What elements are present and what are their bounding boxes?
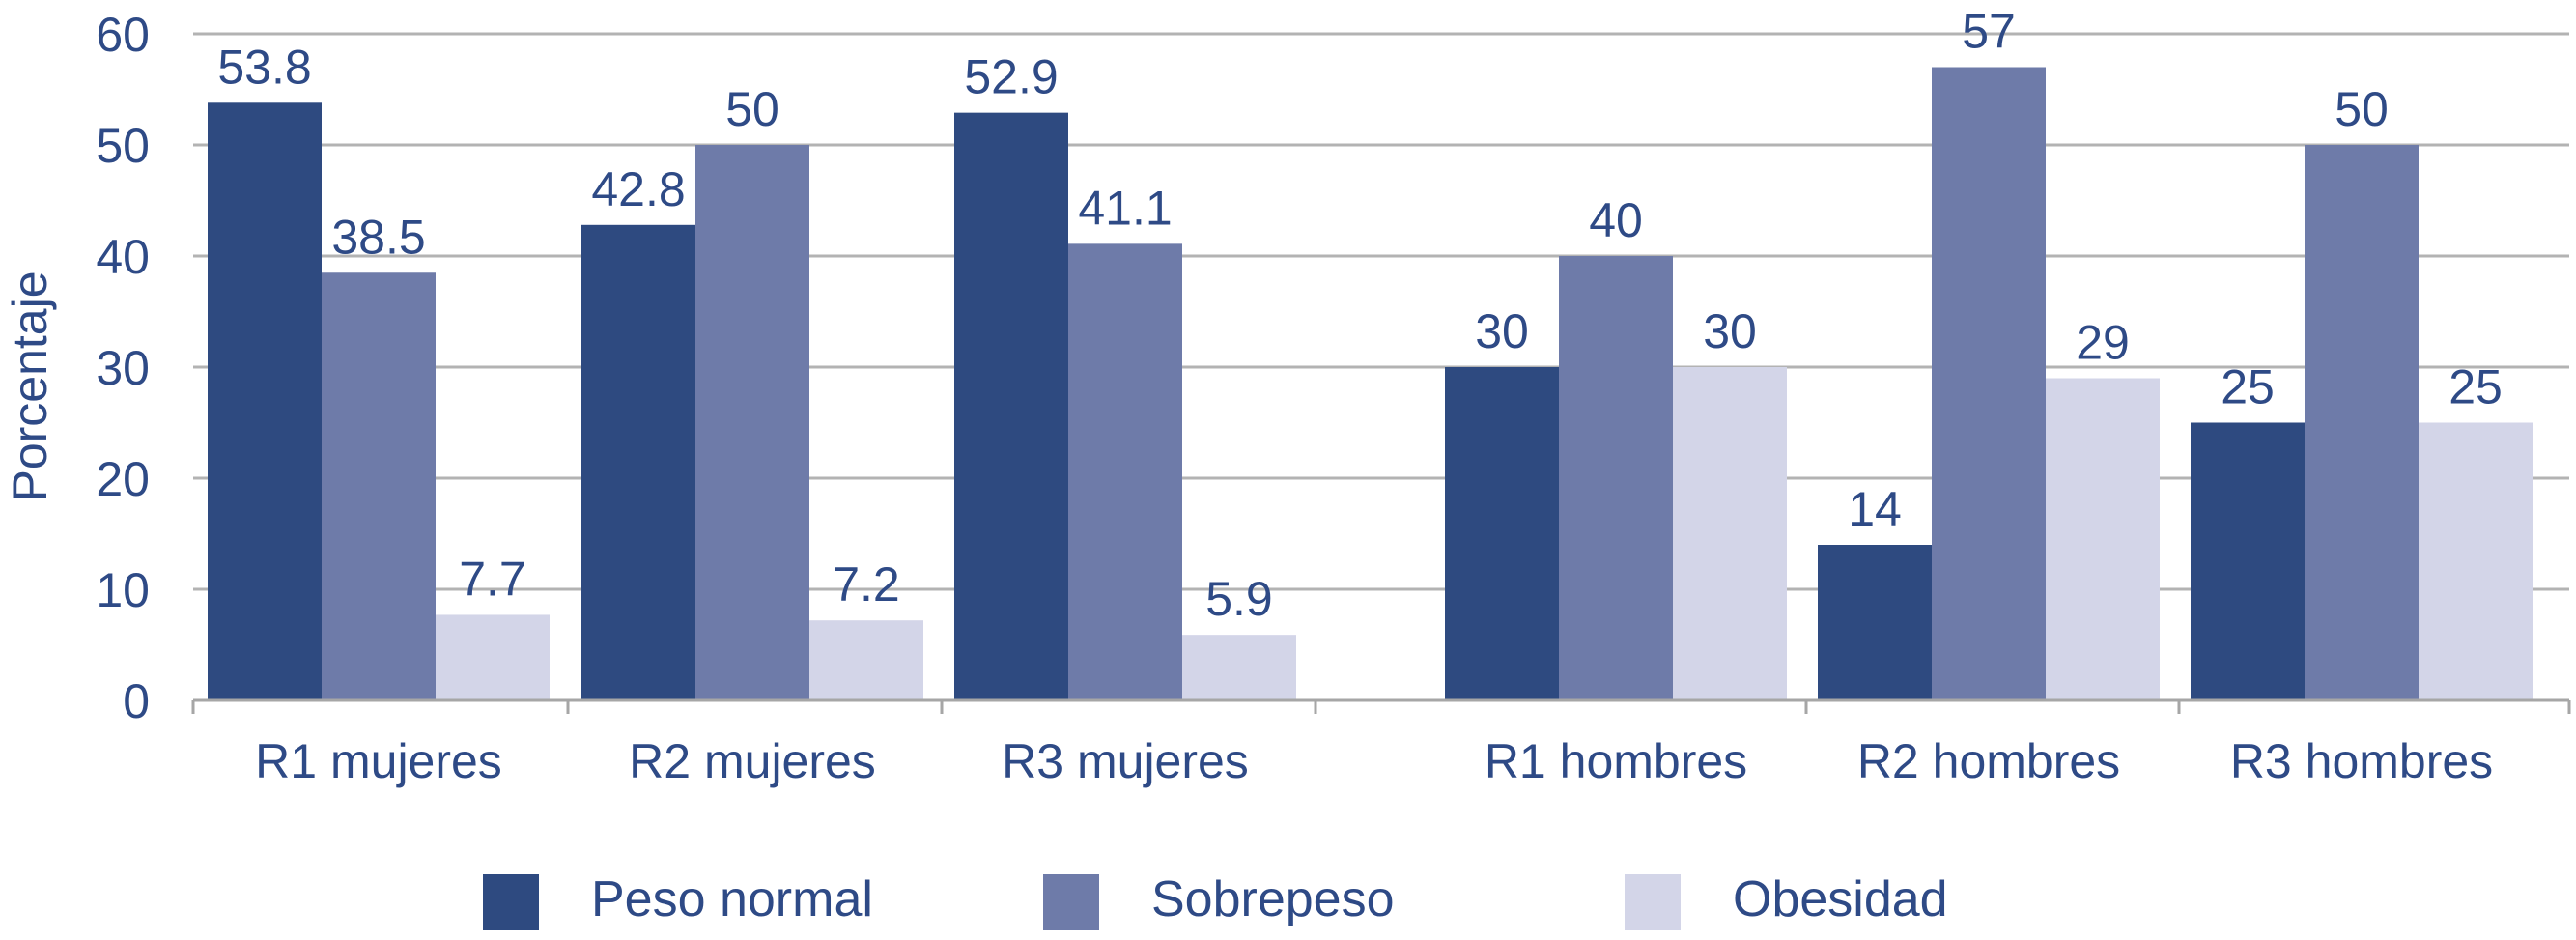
data-label: 42.8 [591,162,685,216]
bar [809,620,923,700]
data-label: 5.9 [1205,572,1273,626]
data-label: 38.5 [331,210,425,264]
data-labels: 53.8 38.5 7.7 42.8 50 7.2 52.9 41.1 5.9 30 40 30 14 5… [217,5,2502,627]
bar [2046,378,2160,700]
legend-label: Obesidad [1733,871,1948,927]
data-label: 14 [1848,482,1902,536]
y-axis-title: Porcentaje [3,271,57,501]
y-tick-label: 10 [96,563,150,617]
bar [208,102,322,701]
data-label: 50 [2335,82,2389,136]
bar [322,272,436,700]
bar [2191,422,2305,700]
y-tick-label: 40 [96,230,150,284]
y-tick-label: 0 [123,674,150,728]
data-label: 52.9 [964,50,1058,104]
data-label: 30 [1703,304,1757,358]
legend-swatch [1625,874,1681,930]
bar [1182,635,1296,700]
data-label: 29 [2076,316,2130,370]
bar [1932,67,2046,700]
y-tick-label: 60 [96,8,150,62]
category-label: R3 hombres [2230,734,2493,788]
legend-swatch [1043,874,1099,930]
x-tick-marks [191,700,2571,714]
data-label: 7.7 [459,552,526,606]
bar [2419,422,2533,700]
category-label: R3 mujeres [1002,734,1249,788]
bar [1818,545,1932,700]
data-label: 40 [1589,193,1643,247]
legend: Peso normal Sobrepeso Obesidad [483,871,1948,930]
category-label: R1 mujeres [255,734,502,788]
legend-label: Sobrepeso [1151,871,1395,927]
bar [1445,367,1559,700]
y-tick-label: 30 [96,341,150,395]
bar [1068,243,1182,700]
data-label: 41.1 [1078,181,1172,235]
bar [436,614,550,700]
bars [208,67,2533,701]
legend-swatch [483,874,539,930]
data-label: 7.2 [833,557,900,612]
category-labels: R1 mujeres R2 mujeres R3 mujeres R1 hombres… [255,734,2493,788]
bar [2305,145,2419,700]
bar [695,145,809,700]
category-label: R1 hombres [1485,734,1747,788]
legend-label: Peso normal [591,871,873,927]
bar [1673,367,1787,700]
data-label: 50 [725,82,779,136]
bar [581,224,695,701]
category-label: R2 hombres [1857,734,2120,788]
data-label: 53.8 [217,40,311,94]
bar [954,112,1068,700]
category-label: R2 mujeres [629,734,876,788]
y-tick-labels: 0 10 20 30 40 50 60 [96,8,150,728]
data-label: 57 [1962,5,2016,59]
bar [1559,256,1673,700]
data-label: 30 [1475,304,1529,358]
data-label: 25 [2449,360,2503,414]
y-tick-label: 50 [96,119,150,173]
data-label: 25 [2221,360,2275,414]
y-tick-label: 20 [96,452,150,506]
